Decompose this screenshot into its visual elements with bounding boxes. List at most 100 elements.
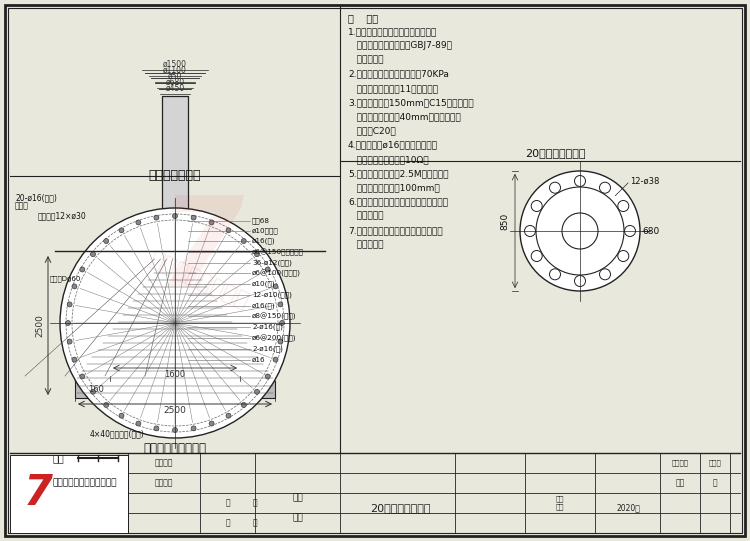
Text: 2-ø16(环): 2-ø16(环) bbox=[252, 346, 283, 352]
Text: 2500: 2500 bbox=[35, 314, 44, 338]
Text: ø16(环): ø16(环) bbox=[252, 237, 276, 245]
Text: ø6@100(螺旋筋): ø6@100(螺旋筋) bbox=[252, 269, 301, 276]
Circle shape bbox=[80, 374, 85, 379]
Text: 工程名称: 工程名称 bbox=[154, 478, 173, 487]
Text: 4×40扁钔接地(两处): 4×40扁钔接地(两处) bbox=[90, 429, 145, 438]
Text: 20米高杆灯法兰图: 20米高杆灯法兰图 bbox=[525, 148, 585, 158]
Polygon shape bbox=[155, 256, 195, 271]
Text: ø16: ø16 bbox=[252, 357, 266, 363]
Text: 校: 校 bbox=[253, 518, 257, 527]
Text: 12-ø10(竖向): 12-ø10(竖向) bbox=[252, 292, 292, 298]
Circle shape bbox=[266, 374, 270, 379]
Circle shape bbox=[574, 175, 586, 187]
Text: ø6@150（螺旋筋）: ø6@150（螺旋筋） bbox=[252, 248, 304, 256]
Circle shape bbox=[65, 320, 70, 326]
Bar bbox=[153, 248, 197, 256]
Circle shape bbox=[618, 250, 628, 261]
Text: 设: 设 bbox=[226, 498, 230, 507]
Circle shape bbox=[154, 215, 159, 220]
Circle shape bbox=[72, 284, 77, 289]
Text: 电缆管Dg60: 电缆管Dg60 bbox=[50, 276, 81, 282]
Circle shape bbox=[68, 302, 72, 307]
Circle shape bbox=[191, 215, 196, 220]
Bar bbox=[10, 455, 128, 533]
Text: 2.本基础适用于地基强度値）70KPa: 2.本基础适用于地基强度値）70KPa bbox=[348, 70, 448, 79]
Circle shape bbox=[599, 269, 610, 280]
Text: 20米高杆灯基础图: 20米高杆灯基础图 bbox=[370, 503, 430, 513]
Text: ø10（环）: ø10（环） bbox=[252, 228, 279, 234]
Circle shape bbox=[625, 226, 635, 236]
Text: 2020年: 2020年 bbox=[616, 504, 640, 512]
Text: ø680: ø680 bbox=[166, 78, 184, 87]
Circle shape bbox=[60, 208, 290, 438]
Circle shape bbox=[136, 220, 141, 225]
Text: 图纸
日期: 图纸 日期 bbox=[556, 496, 564, 510]
Circle shape bbox=[226, 228, 231, 233]
Circle shape bbox=[91, 390, 95, 394]
Polygon shape bbox=[75, 381, 275, 398]
Circle shape bbox=[254, 390, 260, 394]
Text: 地脚螺栔12×ø30: 地脚螺栔12×ø30 bbox=[38, 212, 87, 221]
Text: 平，接地电阔应小于10Ω；: 平，接地电阔应小于10Ω； bbox=[348, 155, 429, 164]
Circle shape bbox=[72, 357, 77, 362]
Circle shape bbox=[191, 426, 196, 431]
Text: ø8@150(环向): ø8@150(环向) bbox=[252, 312, 296, 320]
Text: 2500: 2500 bbox=[164, 406, 187, 415]
Circle shape bbox=[91, 252, 95, 257]
Circle shape bbox=[242, 403, 246, 407]
Text: 20-ø16(竖向): 20-ø16(竖向) bbox=[15, 193, 57, 202]
Text: ø1100: ø1100 bbox=[163, 66, 187, 75]
Circle shape bbox=[618, 201, 628, 212]
Text: 方能施工。: 方能施工。 bbox=[348, 240, 383, 249]
Circle shape bbox=[172, 427, 178, 432]
Text: 地基横面钉筋结构图: 地基横面钉筋结构图 bbox=[143, 442, 206, 455]
Circle shape bbox=[520, 171, 640, 291]
Circle shape bbox=[266, 267, 270, 272]
Text: 东菞七度照明科技有限公司: 东菞七度照明科技有限公司 bbox=[53, 478, 117, 487]
Bar bbox=[162, 96, 188, 251]
Circle shape bbox=[531, 250, 542, 261]
Circle shape bbox=[172, 214, 178, 219]
Text: ø450: ø450 bbox=[165, 84, 184, 93]
Text: 等级为C20；: 等级为C20； bbox=[348, 127, 396, 136]
Circle shape bbox=[254, 252, 260, 257]
Text: 36-ø12(竖向): 36-ø12(竖向) bbox=[252, 260, 292, 266]
Text: 850: 850 bbox=[500, 213, 509, 229]
Text: 图纸: 图纸 bbox=[292, 493, 303, 503]
Text: 和最大风力不超过11级的地区；: 和最大风力不超过11级的地区； bbox=[348, 84, 438, 93]
Circle shape bbox=[209, 220, 214, 225]
Text: 审计负责: 审计负责 bbox=[671, 460, 688, 466]
Text: 审: 审 bbox=[226, 518, 230, 527]
Circle shape bbox=[226, 413, 231, 418]
Text: 7: 7 bbox=[157, 190, 244, 312]
Text: 7.本基础应征得当地城建部门认可后，: 7.本基础应征得当地城建部门认可后， bbox=[348, 226, 442, 235]
Text: 1600: 1600 bbox=[164, 370, 185, 379]
Circle shape bbox=[280, 320, 284, 326]
Circle shape bbox=[80, 267, 85, 272]
Text: ø16(环): ø16(环) bbox=[252, 303, 276, 309]
Text: 1.本基础为钉筋混凝土结构；按《建: 1.本基础为钉筋混凝土结构；按《建 bbox=[348, 27, 437, 36]
Text: 标准设计。: 标准设计。 bbox=[348, 56, 383, 64]
Circle shape bbox=[524, 226, 536, 236]
Text: 4.两根接地线ø16与地脚螺栓应焊: 4.两根接地线ø16与地脚螺栓应焊 bbox=[348, 141, 438, 150]
Text: ø6@200(箍筋): ø6@200(箍筋) bbox=[252, 334, 296, 342]
Text: 标准执行。: 标准执行。 bbox=[348, 212, 383, 221]
Circle shape bbox=[104, 239, 109, 243]
Polygon shape bbox=[75, 271, 275, 381]
Text: 3.本基础垫层为150mm厚C15素混凝土，: 3.本基础垫层为150mm厚C15素混凝土， bbox=[348, 98, 474, 107]
Text: 产品名称: 产品名称 bbox=[154, 459, 173, 467]
Text: 680: 680 bbox=[642, 227, 659, 235]
Text: 地基基础立面图: 地基基础立面图 bbox=[148, 169, 201, 182]
Circle shape bbox=[104, 403, 109, 407]
Circle shape bbox=[68, 339, 72, 344]
Circle shape bbox=[242, 239, 246, 243]
Text: 160: 160 bbox=[88, 385, 104, 393]
Text: 5.本基础埋设深度为2.5M，基础顶面: 5.本基础埋设深度为2.5M，基础顶面 bbox=[348, 169, 448, 178]
Text: 2-ø16(环): 2-ø16(环) bbox=[252, 324, 283, 331]
Circle shape bbox=[119, 228, 124, 233]
Text: 6.本图纸未详尽事宜参照国家有关规定，: 6.本图纸未详尽事宜参照国家有关规定， bbox=[348, 197, 448, 207]
Circle shape bbox=[574, 275, 586, 287]
Text: 筑地基基础设计规范》GBJ7-89等: 筑地基基础设计规范》GBJ7-89等 bbox=[348, 42, 452, 50]
Circle shape bbox=[278, 339, 283, 344]
Circle shape bbox=[599, 182, 610, 193]
